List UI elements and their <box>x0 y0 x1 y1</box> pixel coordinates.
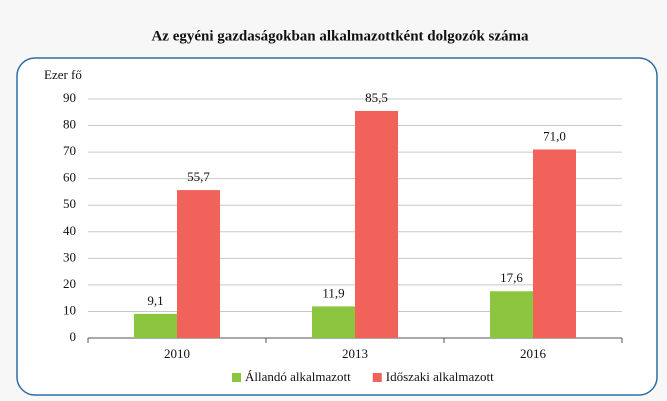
data-label: 85,5 <box>365 90 388 105</box>
x-tick-label: 2013 <box>342 346 368 361</box>
y-tick-label: 20 <box>63 276 76 291</box>
y-tick-label: 40 <box>63 223 76 238</box>
y-tick-label: 30 <box>63 249 76 264</box>
y-tick-label: 80 <box>63 117 76 132</box>
y-tick-label: 60 <box>63 170 76 185</box>
data-label: 71,0 <box>543 128 566 143</box>
bar <box>355 110 398 338</box>
y-tick-label: 0 <box>70 329 77 344</box>
x-tick-label: 2010 <box>164 346 190 361</box>
y-axis-label: Ezer fő <box>44 67 82 82</box>
bar <box>134 313 177 338</box>
bar <box>312 306 355 338</box>
data-label: 9,1 <box>147 293 163 308</box>
data-label: 11,9 <box>322 285 344 300</box>
y-tick-label: 90 <box>63 90 76 105</box>
bar <box>490 291 533 338</box>
x-tick-label: 2016 <box>520 346 547 361</box>
bar <box>177 190 220 338</box>
bar <box>533 149 576 338</box>
data-label: 55,7 <box>187 169 210 184</box>
y-tick-label: 50 <box>63 196 76 211</box>
legend-label: Időszaki alkalmazott <box>386 369 494 384</box>
chart-title: Az egyéni gazdaságokban alkalmazottként … <box>151 28 529 44</box>
legend-label: Állandó alkalmazott <box>245 369 351 384</box>
data-label: 17,6 <box>500 270 523 285</box>
legend-swatch <box>232 373 241 382</box>
y-tick-label: 70 <box>63 143 76 158</box>
y-tick-label: 10 <box>63 302 76 317</box>
legend-swatch <box>372 373 382 382</box>
